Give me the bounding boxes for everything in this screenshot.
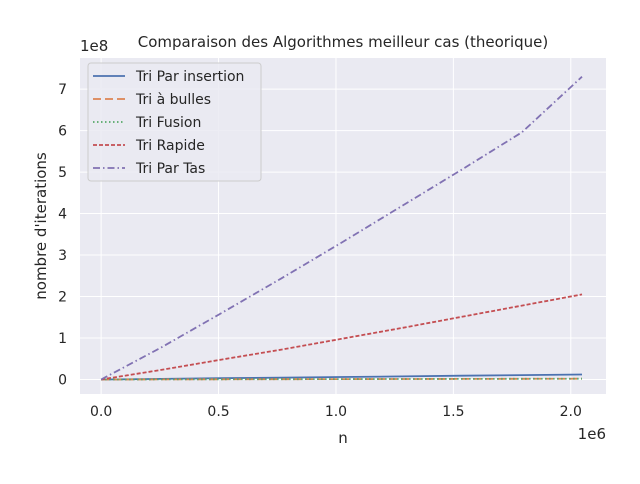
x-offset-label: 1e6 <box>578 425 606 443</box>
legend-frame <box>87 62 262 182</box>
chart-title: Comparaison des Algorithmes meilleur cas… <box>138 33 549 51</box>
series-line-3 <box>101 377 583 381</box>
y-tick-label: 6 <box>58 124 67 140</box>
legend: Tri Par insertion Tri à bulles Tri Fusion T… <box>87 62 262 182</box>
y-offset-label: 1e8 <box>80 37 108 55</box>
series-line-4 <box>100 293 583 381</box>
tick-labels: 0.0 0.5 1.0 1.5 2.0 0 1 2 3 4 5 6 7 <box>58 82 582 420</box>
y-tick-label: 2 <box>58 290 67 306</box>
legend-label: Tri Par insertion <box>135 69 244 85</box>
x-tick-label: 0.5 <box>207 404 229 420</box>
y-tick-label: 1 <box>58 331 67 347</box>
y-tick-label: 3 <box>58 248 67 264</box>
series-line-5 <box>100 76 583 381</box>
y-axis-label: nombre d'iterations <box>32 152 50 300</box>
y-tick-label: 4 <box>58 207 67 223</box>
legend-items: Tri Par insertion Tri à bulles Tri Fusion T… <box>93 69 244 177</box>
x-tick-label: 0.0 <box>90 404 112 420</box>
y-tick-label: 0 <box>58 372 67 388</box>
x-tick-label: 2.0 <box>560 404 582 420</box>
x-tick-label: 1.0 <box>325 404 347 420</box>
legend-label: Tri Fusion <box>135 115 201 131</box>
x-axis-label: n <box>338 429 348 447</box>
legend-label: Tri à bulles <box>135 92 211 108</box>
legend-label: Tri Par Tas <box>135 161 205 177</box>
legend-label: Tri Rapide <box>135 138 205 154</box>
series-lines <box>100 76 583 381</box>
y-tick-label: 7 <box>58 82 67 98</box>
y-tick-label: 5 <box>58 165 67 181</box>
x-tick-label: 1.5 <box>442 404 464 420</box>
grid-lines <box>80 58 606 394</box>
